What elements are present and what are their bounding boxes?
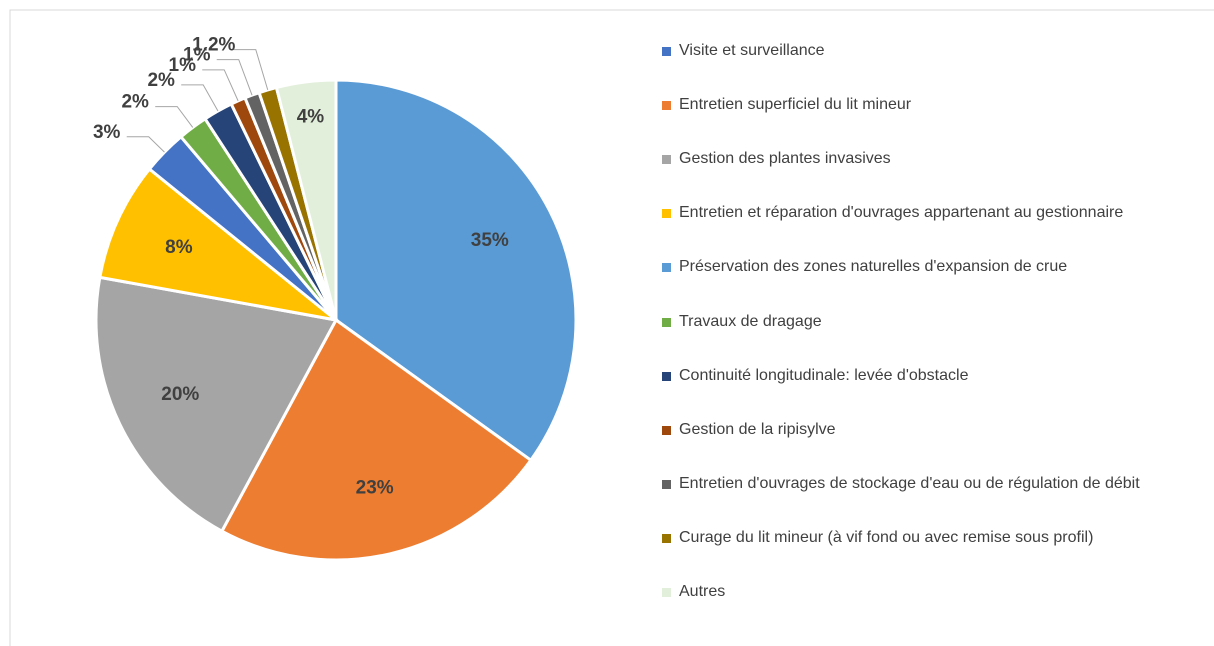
legend-swatch xyxy=(662,155,671,165)
data-label: 2% xyxy=(121,92,149,113)
data-label: 23% xyxy=(356,477,394,498)
legend-swatch xyxy=(662,101,671,111)
legend-swatch xyxy=(662,263,671,273)
legend-item: Entretien et réparation d'ouvrages appar… xyxy=(662,201,1202,225)
legend-item: Entretien superficiel du lit mineur xyxy=(662,93,1202,117)
pie-slice xyxy=(98,166,337,322)
legend-label: Curage du lit mineur (à vif fond ou avec… xyxy=(679,528,1094,546)
legend-item: Autres xyxy=(662,580,1202,604)
legend-label: Autres xyxy=(679,583,726,600)
data-label: 1.2% xyxy=(192,35,235,56)
leader-line xyxy=(216,59,253,96)
legend-swatch xyxy=(662,47,671,56)
data-label: 3% xyxy=(93,122,121,143)
legend-label: Continuité longitudinale: levée d'obstac… xyxy=(679,366,969,384)
leader-line xyxy=(233,49,269,91)
legend-swatch xyxy=(662,317,671,327)
leader-line xyxy=(181,84,219,112)
legend-label: Entretien et réparation d'ouvrages appar… xyxy=(679,204,1124,222)
legend-label: Gestion des plantes invasives xyxy=(679,150,891,168)
legend-swatch xyxy=(662,533,671,543)
data-label: 20% xyxy=(161,384,199,405)
legend-swatch xyxy=(662,209,671,219)
data-label: 2% xyxy=(147,70,175,91)
legend-item: Gestion de la ripisylve xyxy=(662,418,1202,442)
leader-line xyxy=(126,136,165,153)
legend-item: Visite et surveillance xyxy=(662,39,1202,63)
data-label: 1% xyxy=(183,45,211,66)
legend-label: Visite et surveillance xyxy=(679,42,825,59)
legend-item: Entretien d'ouvrages de stockage d'eau o… xyxy=(662,472,1202,496)
legend-item: Gestion des plantes invasives xyxy=(662,147,1202,171)
data-label: 1% xyxy=(169,55,197,76)
legend-label: Entretien d'ouvrages de stockage d'eau o… xyxy=(679,474,1140,492)
data-label: 8% xyxy=(165,237,193,258)
frame xyxy=(9,9,1214,646)
legend-swatch xyxy=(662,425,671,435)
legend-swatch xyxy=(662,479,671,489)
legend-item: Préservation des zones naturelles d'expa… xyxy=(662,255,1202,279)
legend-swatch xyxy=(662,588,671,597)
pie-slice xyxy=(94,275,339,534)
data-label: 4% xyxy=(297,107,325,128)
legend-label: Entretien superficiel du lit mineur xyxy=(679,96,912,114)
legend-label: Gestion de la ripisylve xyxy=(679,420,836,438)
legend-item: Travaux de dragage xyxy=(662,310,1202,334)
pie-slice xyxy=(334,78,578,463)
pie-slice xyxy=(274,78,338,321)
pie-slice xyxy=(219,317,533,562)
data-label: 35% xyxy=(471,230,509,251)
leader-line xyxy=(155,106,194,128)
legend-swatch xyxy=(662,371,671,381)
legend-item: Curage du lit mineur (à vif fond ou avec… xyxy=(662,526,1202,550)
legend-label: Travaux de dragage xyxy=(679,312,822,330)
legend-label: Préservation des zones naturelles d'expa… xyxy=(679,258,1068,276)
legend-item: Continuité longitudinale: levée d'obstac… xyxy=(662,364,1202,388)
leader-line xyxy=(202,69,239,102)
